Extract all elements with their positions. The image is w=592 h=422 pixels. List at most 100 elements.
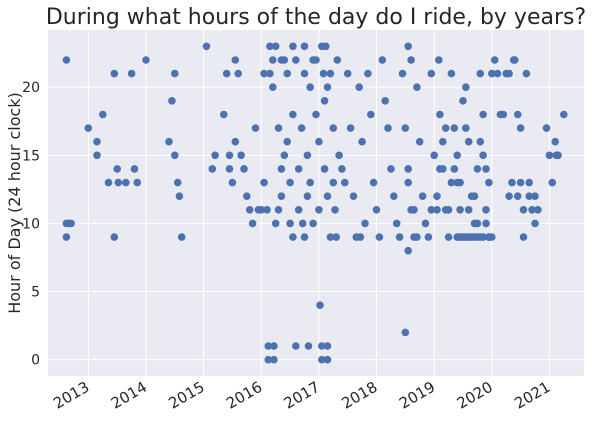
data-point [427, 69, 436, 78]
data-point [453, 151, 462, 160]
data-point [447, 69, 456, 78]
data-point [306, 178, 315, 187]
data-point [462, 124, 470, 132]
data-point [306, 83, 315, 91]
data-point [142, 56, 150, 64]
data-point [177, 233, 186, 241]
data-point [329, 178, 338, 187]
data-point [542, 124, 551, 132]
data-point [300, 42, 309, 51]
data-point [316, 301, 324, 310]
data-point [552, 151, 561, 160]
data-point [485, 178, 493, 187]
data-point [473, 219, 482, 228]
data-point [271, 42, 280, 51]
data-point [522, 69, 531, 78]
data-point [270, 355, 278, 364]
data-point [270, 342, 278, 350]
data-point [404, 42, 413, 51]
data-point [319, 69, 328, 78]
data-point [331, 206, 339, 214]
data-points [62, 42, 568, 364]
data-point [450, 165, 459, 173]
data-point [545, 151, 554, 160]
data-point [315, 137, 323, 146]
data-point [309, 219, 317, 228]
data-point [286, 219, 294, 228]
data-point [369, 178, 378, 187]
data-point [470, 233, 479, 241]
data-point [323, 83, 332, 91]
data-point [304, 342, 313, 350]
data-point [525, 192, 533, 200]
y-tick-label: 15 [22, 148, 40, 164]
data-point [525, 178, 533, 187]
data-point [404, 178, 413, 187]
data-point [395, 233, 404, 241]
x-tick-label: 2016 [223, 378, 265, 413]
y-axis-label: Hour of Day (24 hour clock) [5, 92, 24, 314]
data-point [312, 110, 320, 119]
x-tick-label: 2017 [281, 378, 323, 413]
data-point [375, 233, 384, 241]
data-point [323, 355, 332, 364]
data-point [482, 165, 490, 173]
data-point [220, 110, 228, 119]
data-point [318, 42, 326, 51]
data-point [493, 69, 502, 78]
data-point [427, 206, 436, 214]
data-point [113, 165, 121, 173]
data-point [473, 165, 482, 173]
data-point [511, 56, 519, 64]
x-tick-label: 2020 [454, 378, 496, 413]
data-point [225, 165, 234, 173]
data-point [231, 137, 240, 146]
data-point [289, 233, 297, 241]
data-point [62, 233, 71, 241]
data-point [519, 206, 528, 214]
data-point [323, 342, 332, 350]
data-point [421, 219, 430, 228]
y-tick-label: 10 [22, 216, 40, 232]
data-point [482, 219, 490, 228]
data-point [315, 206, 323, 214]
data-point [499, 110, 508, 119]
data-point [264, 355, 273, 364]
data-point [482, 206, 490, 214]
data-point [367, 110, 375, 119]
data-point [534, 206, 542, 214]
data-point [479, 110, 487, 119]
data-point [528, 206, 536, 214]
data-point [286, 178, 294, 187]
data-point [93, 151, 101, 160]
data-point [283, 69, 292, 78]
plot-background [48, 30, 584, 376]
data-point [274, 206, 283, 214]
y-tick-label: 20 [22, 80, 40, 96]
x-tick-label: 2015 [166, 378, 208, 413]
data-point [300, 233, 309, 241]
data-point [329, 124, 338, 132]
data-point [303, 151, 312, 160]
data-point [245, 206, 254, 214]
data-point [519, 233, 528, 241]
data-point [464, 137, 473, 146]
data-point [257, 206, 266, 214]
data-point [289, 42, 297, 51]
data-point [326, 69, 335, 78]
data-point [516, 178, 525, 187]
data-point [378, 56, 387, 64]
data-point [225, 151, 234, 160]
data-point [513, 192, 522, 200]
data-point [110, 233, 119, 241]
data-point [476, 69, 485, 78]
data-point [320, 97, 329, 105]
data-point [401, 124, 410, 132]
data-point [444, 233, 453, 241]
data-point [450, 124, 459, 132]
data-point [430, 151, 439, 160]
data-point [292, 342, 300, 350]
data-point [462, 83, 470, 91]
data-point [318, 355, 326, 364]
